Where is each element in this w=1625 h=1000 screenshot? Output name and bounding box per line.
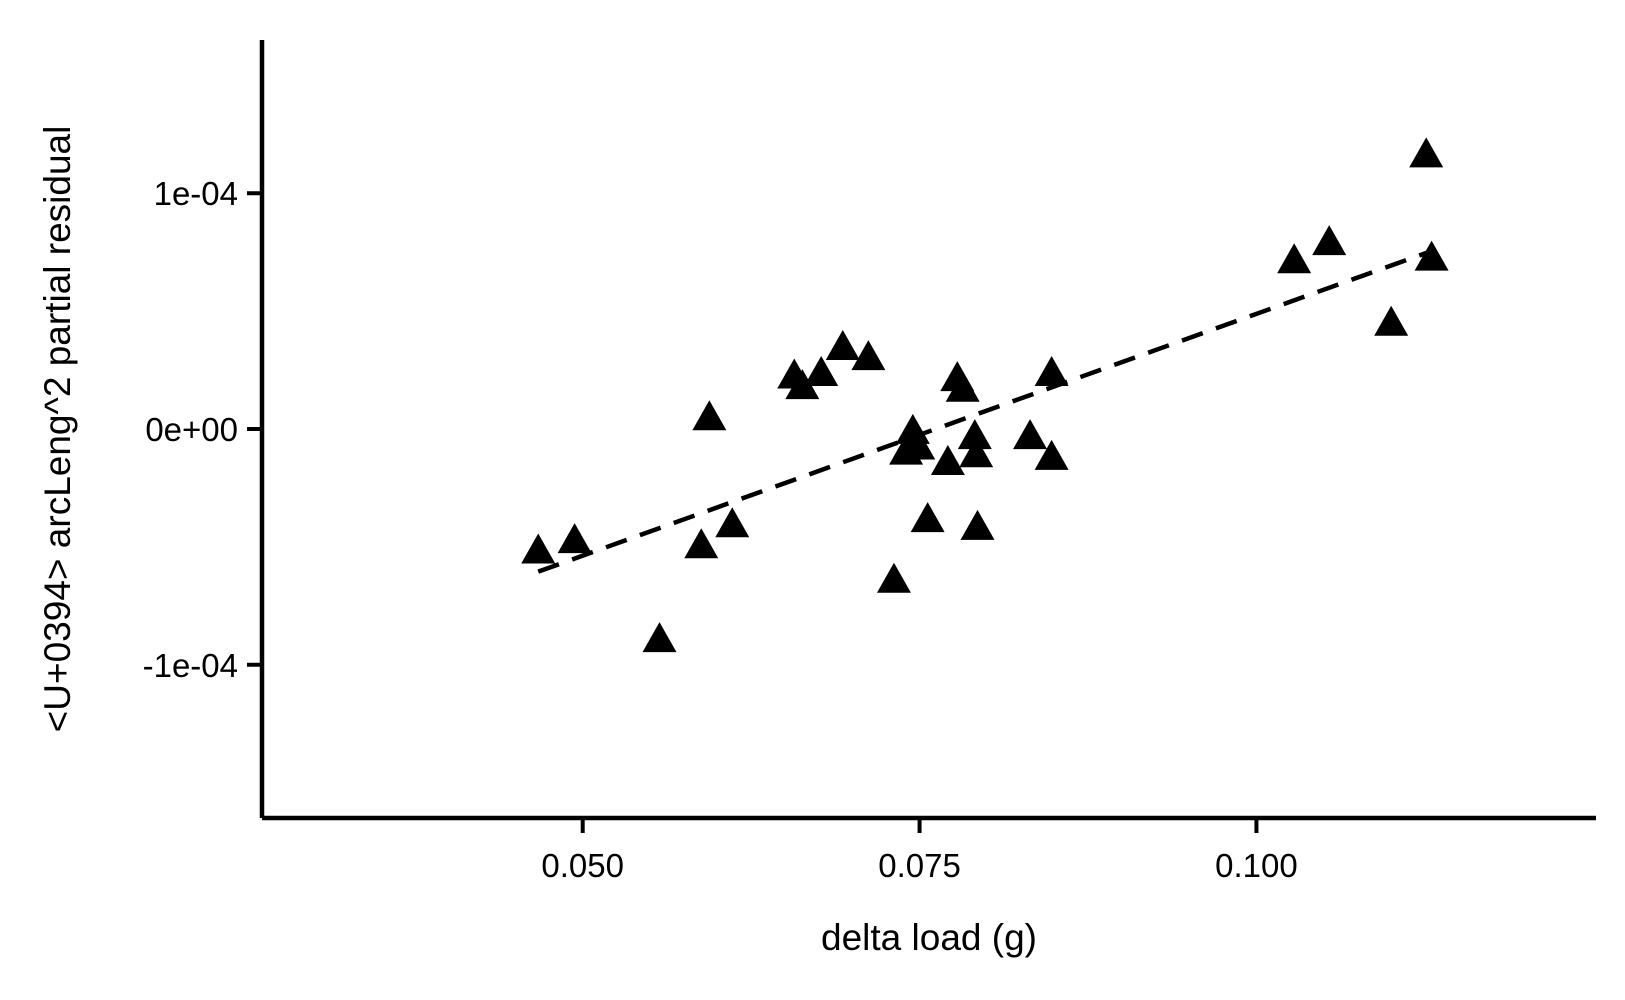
x-tick-label: 0.075	[878, 847, 961, 884]
data-point	[715, 507, 750, 538]
y-axis-title: <U+0394> arcLeng^2 partial residual	[37, 126, 78, 733]
y-tick-label: -1e-04	[143, 647, 238, 684]
data-point	[804, 355, 839, 386]
y-tick-label: 1e-04	[154, 175, 238, 212]
data-point	[557, 523, 592, 554]
data-point	[910, 502, 945, 533]
data-point	[957, 419, 992, 450]
data-point	[959, 437, 994, 468]
data-point	[901, 429, 936, 460]
data-point	[1312, 225, 1347, 256]
x-axis-title: delta load (g)	[821, 917, 1037, 958]
data-point	[825, 330, 860, 361]
marks-layer	[521, 137, 1449, 653]
data-point	[876, 562, 911, 593]
data-point	[642, 622, 677, 653]
x-tick-label: 0.050	[541, 847, 624, 884]
data-point	[945, 371, 980, 402]
data-point	[521, 533, 556, 564]
data-point	[1414, 240, 1449, 271]
data-point	[930, 445, 965, 476]
data-point	[1409, 137, 1444, 168]
data-point	[1034, 439, 1069, 470]
data-point	[851, 340, 886, 371]
data-point	[692, 400, 727, 431]
data-point	[684, 528, 719, 559]
x-tick-label: 0.100	[1215, 847, 1298, 884]
data-point	[1034, 355, 1069, 386]
data-point	[960, 509, 995, 540]
trend-line	[537, 248, 1433, 574]
data-point	[1013, 419, 1048, 450]
data-point	[1277, 243, 1312, 274]
y-ticks: -1e-04 0e+00 1e-04	[143, 175, 262, 684]
y-tick-label: 0e+00	[145, 411, 238, 448]
x-ticks: 0.050 0.075 0.100	[541, 818, 1298, 884]
data-point	[785, 369, 820, 400]
data-point	[1374, 305, 1409, 336]
